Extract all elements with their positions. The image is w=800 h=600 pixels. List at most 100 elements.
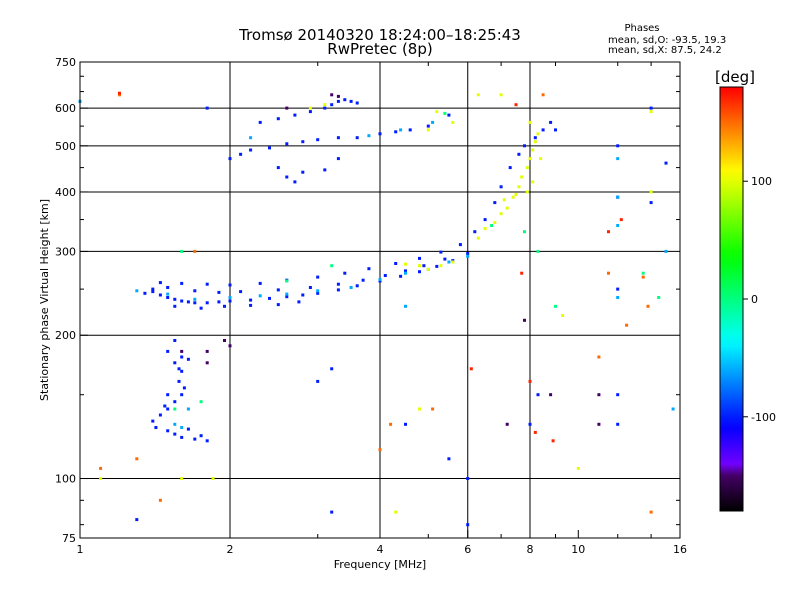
data-point	[536, 249, 540, 253]
y-tick-label: 100	[55, 473, 76, 486]
data-point	[404, 262, 407, 266]
data-point	[223, 304, 226, 308]
data-point	[173, 339, 177, 342]
data-point	[308, 286, 312, 289]
data-point	[151, 419, 155, 423]
data-point	[330, 367, 334, 371]
data-point	[285, 292, 289, 296]
data-point	[533, 430, 537, 434]
data-point	[308, 110, 312, 114]
data-point	[301, 170, 305, 174]
data-point	[180, 426, 184, 429]
data-point	[330, 264, 334, 268]
data-point	[258, 281, 262, 285]
data-point	[199, 400, 203, 404]
data-point	[166, 407, 170, 411]
data-point	[151, 290, 155, 294]
data-point	[508, 166, 512, 170]
data-point	[99, 477, 103, 480]
data-point	[239, 290, 243, 294]
data-point	[394, 262, 398, 265]
data-point	[323, 106, 327, 110]
data-point	[616, 157, 620, 161]
data-point	[528, 120, 532, 124]
data-point	[447, 113, 451, 117]
data-point	[671, 407, 675, 411]
data-point	[520, 271, 524, 275]
data-point	[180, 299, 184, 303]
data-point	[549, 393, 553, 397]
data-point	[330, 93, 334, 97]
data-point	[447, 260, 451, 264]
data-point	[549, 120, 553, 124]
data-point	[597, 355, 601, 359]
y-tick-label: 750	[55, 56, 76, 69]
colorbar-tick-label: -100	[751, 411, 776, 424]
data-point	[514, 193, 518, 196]
data-point	[343, 271, 347, 275]
data-point	[541, 128, 545, 132]
colorbar-gradient	[719, 86, 744, 512]
data-point	[554, 304, 557, 308]
data-point	[268, 146, 271, 150]
data-point	[276, 288, 280, 292]
data-point	[316, 275, 320, 279]
data-point	[520, 175, 524, 179]
data-point	[330, 510, 334, 514]
data-point	[336, 136, 340, 140]
legend-title: Phases	[624, 23, 659, 34]
data-point	[466, 254, 470, 258]
data-point	[276, 166, 280, 170]
data-point	[249, 298, 253, 302]
data-point	[523, 144, 526, 148]
data-point	[249, 148, 253, 152]
data-point	[99, 466, 103, 470]
data-point	[173, 422, 177, 426]
data-point	[483, 227, 487, 231]
data-point	[649, 201, 653, 205]
data-point	[493, 221, 497, 224]
data-point	[205, 361, 209, 365]
data-point	[205, 106, 209, 110]
data-point	[616, 393, 620, 397]
y-tick-label: 500	[55, 140, 76, 153]
x-tick-label: 6	[464, 543, 471, 556]
data-point	[616, 296, 620, 299]
data-point	[641, 271, 645, 275]
data-point	[166, 393, 170, 397]
data-point	[525, 190, 529, 194]
data-point	[301, 293, 305, 297]
data-point	[349, 99, 353, 103]
data-point	[664, 249, 668, 253]
data-point	[151, 287, 155, 291]
x-tick-label: 2	[227, 543, 234, 556]
data-point	[336, 288, 340, 292]
data-point	[404, 304, 407, 308]
data-point	[451, 120, 455, 124]
data-point	[431, 120, 435, 124]
data-point	[536, 132, 540, 136]
data-point	[285, 106, 289, 110]
data-point	[502, 198, 506, 202]
data-point	[539, 157, 543, 161]
data-point	[180, 369, 184, 373]
data-point	[228, 157, 232, 161]
x-tick-label: 8	[527, 543, 534, 556]
data-point	[499, 93, 503, 97]
data-point	[443, 111, 447, 115]
data-point	[316, 291, 320, 295]
data-point	[541, 93, 545, 97]
data-point	[625, 323, 629, 327]
data-point	[143, 291, 147, 295]
data-point	[301, 140, 305, 144]
data-point	[158, 293, 162, 297]
data-point	[297, 300, 301, 304]
data-point	[517, 185, 521, 189]
y-tick-label: 300	[55, 245, 76, 258]
data-point	[378, 132, 382, 136]
data-point	[517, 152, 521, 156]
data-point	[177, 367, 181, 371]
data-point	[476, 93, 480, 97]
data-point	[597, 422, 601, 426]
